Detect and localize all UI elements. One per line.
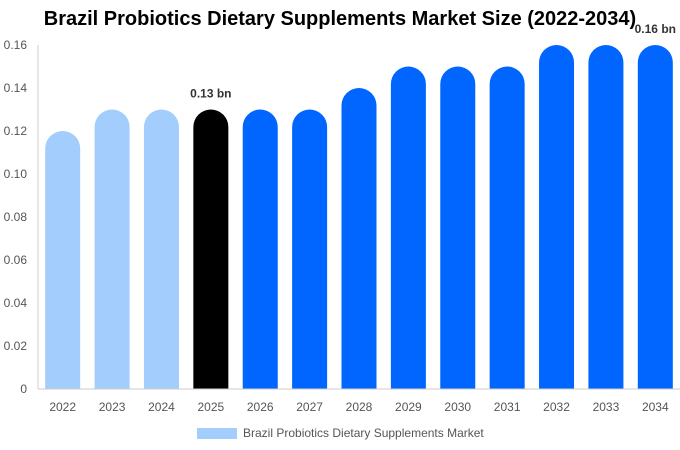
bar-2031[interactable]: [489, 66, 525, 389]
y-tick-label: 0.10: [4, 167, 28, 181]
y-tick-label: 0.12: [4, 124, 28, 138]
x-tick-label: 2024: [148, 400, 175, 414]
x-axis: 2022 2023 2024 2025 2026 2027 2028 2029 2030 2031…: [38, 388, 680, 414]
x-tick-label: 2028: [346, 400, 373, 414]
bar-2026[interactable]: [242, 109, 278, 390]
legend[interactable]: Brazil Probiotics Dietary Supplements Ma…: [197, 426, 484, 440]
bar-2022[interactable]: [45, 131, 81, 389]
data-labels: 0.13 bn 0.16 bn: [190, 22, 676, 101]
x-tick-label: 2032: [543, 400, 570, 414]
bar-2029[interactable]: [390, 66, 426, 390]
legend-swatch: [197, 428, 237, 439]
y-tick-label: 0.04: [4, 296, 28, 310]
y-tick-label: 0.08: [4, 210, 28, 224]
x-tick-label: 2031: [494, 400, 521, 414]
bar-2028[interactable]: [341, 88, 377, 389]
x-tick-label: 2026: [247, 400, 274, 414]
legend-label: Brazil Probiotics Dietary Supplements Ma…: [243, 426, 484, 440]
bar-2024[interactable]: [143, 109, 179, 390]
y-tick-label: 0.14: [4, 81, 28, 95]
x-tick-label: 2030: [444, 400, 471, 414]
x-tick-label: 2033: [593, 400, 620, 414]
y-tick-label: 0: [20, 382, 27, 396]
data-label-2025: 0.13 bn: [190, 87, 231, 101]
bar-2032[interactable]: [539, 45, 575, 389]
y-tick-label: 0.16: [4, 38, 28, 52]
x-tick-label: 2025: [197, 400, 224, 414]
bar-2030[interactable]: [440, 66, 476, 390]
x-tick-label: 2023: [99, 400, 126, 414]
y-tick-label: 0.06: [4, 253, 28, 267]
bar-2023[interactable]: [94, 109, 130, 390]
x-tick-label: 2034: [642, 400, 669, 414]
x-tick-label: 2027: [296, 400, 323, 414]
bar-2034[interactable]: [637, 45, 673, 389]
data-label-2034: 0.16 bn: [635, 22, 676, 36]
x-tick-label: 2022: [49, 400, 76, 414]
bar-2025[interactable]: [193, 109, 229, 390]
y-axis: 0 0.02 0.04 0.06 0.08 0.10 0.12 0.14 0.16: [4, 38, 39, 396]
y-tick-label: 0.02: [4, 339, 28, 353]
chart-title: Brazil Probiotics Dietary Supplements Ma…: [43, 8, 637, 30]
bars: [45, 45, 673, 389]
bar-2033[interactable]: [588, 45, 624, 389]
bar-2027[interactable]: [292, 109, 328, 390]
x-tick-label: 2029: [395, 400, 422, 414]
